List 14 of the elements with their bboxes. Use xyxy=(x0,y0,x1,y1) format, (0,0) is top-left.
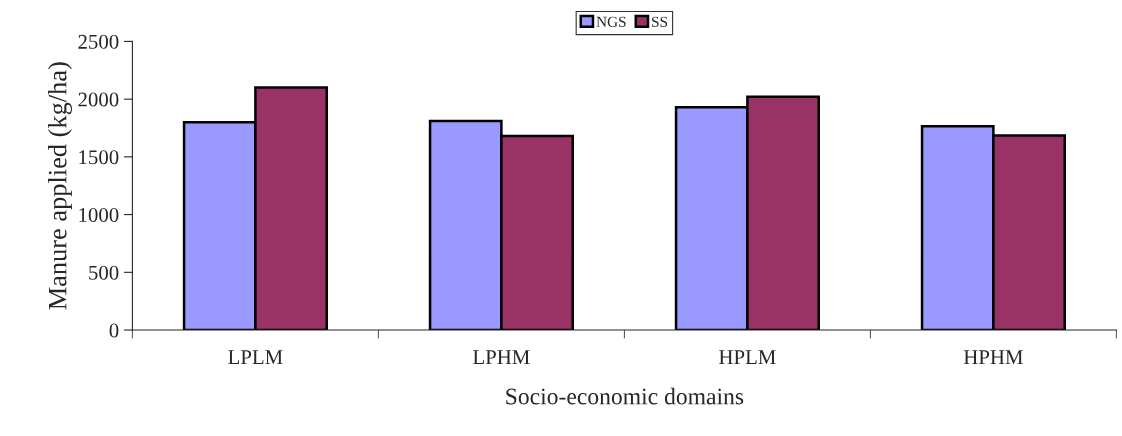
y-tick-label: 1000 xyxy=(79,207,119,223)
x-tick-label: LPLM xyxy=(228,350,283,364)
y-tick-label: 2500 xyxy=(78,34,119,49)
x-tick-label: HPLM xyxy=(719,350,776,364)
legend-label: SS xyxy=(652,16,668,27)
y-tick-label: 1500 xyxy=(79,150,119,165)
legend-label: NGS xyxy=(596,16,626,27)
y-axis-title: Manure applied (kg/ha) xyxy=(47,62,72,310)
x-axis-title: Socio-economic domains xyxy=(506,387,744,405)
x-tick-label: LPHM xyxy=(473,350,530,364)
y-tick-label: 0 xyxy=(109,323,119,338)
y-tick-label: 500 xyxy=(89,265,119,280)
x-tick-label: HPHM xyxy=(963,350,1023,364)
y-tick-label: 2000 xyxy=(78,92,119,107)
